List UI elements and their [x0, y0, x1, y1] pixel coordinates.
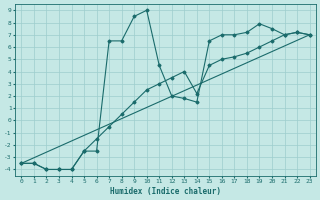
X-axis label: Humidex (Indice chaleur): Humidex (Indice chaleur): [110, 187, 221, 196]
